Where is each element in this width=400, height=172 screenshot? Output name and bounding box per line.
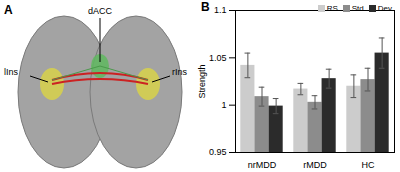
html-text:RS: RS: [326, 4, 338, 13]
svg-text:0.95: 0.95: [209, 147, 227, 157]
svg-text:1.1: 1.1: [214, 5, 227, 15]
svg-text:rIns: rIns: [172, 67, 188, 77]
svg-text:rMDD: rMDD: [303, 160, 327, 170]
html-text:Dev: Dev: [377, 4, 392, 13]
svg-text:nrMDD: nrMDD: [248, 160, 277, 170]
html-text:B: B: [201, 0, 210, 14]
svg-text:1.05: 1.05: [209, 53, 227, 63]
svg-text:1: 1: [221, 100, 226, 110]
svg-text:lIns: lIns: [4, 67, 19, 77]
svg-text:HC: HC: [362, 160, 375, 170]
svg-text:dACC: dACC: [88, 6, 113, 16]
svg-text:Strength: Strength: [197, 64, 207, 98]
svg-text:A: A: [4, 3, 13, 17]
html-text:Std: Std: [351, 4, 364, 13]
